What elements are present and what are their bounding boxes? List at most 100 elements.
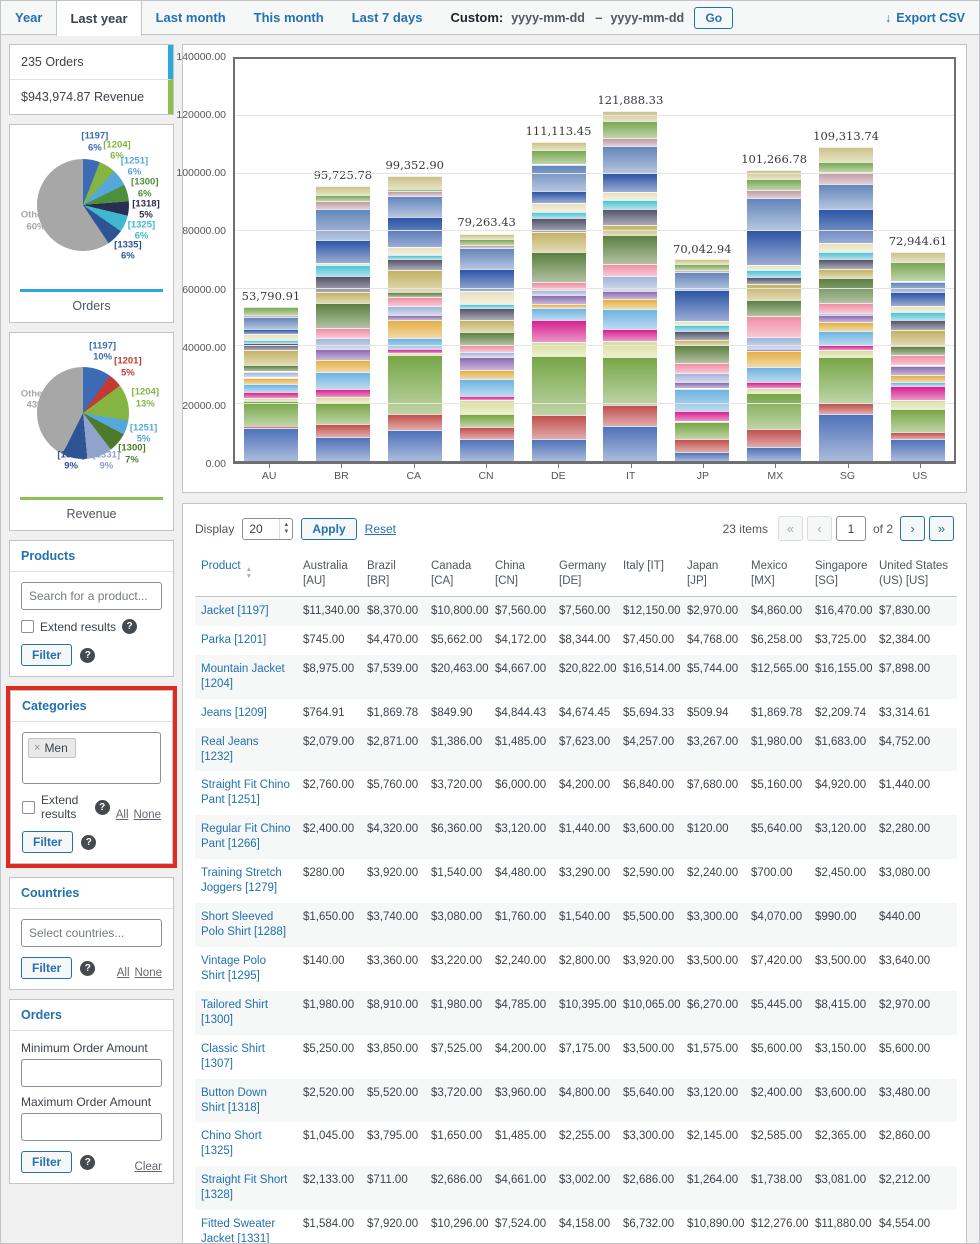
select-all-link[interactable]: All [116, 967, 130, 979]
product-link[interactable]: Jeans [1209] [201, 706, 267, 719]
select-none-link[interactable]: None [134, 967, 163, 979]
product-sort-header[interactable]: Product [201, 560, 241, 572]
tab-this-month[interactable]: This month [253, 10, 324, 25]
tab-year[interactable]: Year [15, 10, 43, 25]
orders-filter-panel: Orders Minimum Order Amount Maximum Orde… [9, 999, 174, 1184]
extend-results-checkbox[interactable] [21, 620, 34, 633]
x-tick-label: CN [459, 464, 513, 482]
stacked-bar-it: 121,888.33 [597, 59, 663, 461]
column-header: Singapore [SG] [809, 552, 873, 597]
help-icon[interactable]: ? [94, 799, 110, 815]
product-link[interactable]: Classic Shirt [1307] [201, 1042, 265, 1070]
bar-segment [747, 170, 802, 180]
product-link[interactable]: Parka [1201] [201, 633, 267, 646]
display-count-input[interactable] [243, 518, 280, 539]
revenue-cell: $4,667.00 [495, 662, 547, 675]
product-link[interactable]: Chino Short [1325] [201, 1130, 262, 1158]
max-order-amount-input[interactable] [21, 1113, 162, 1141]
go-button[interactable]: Go [694, 6, 734, 29]
extend-results-checkbox[interactable] [22, 800, 35, 814]
help-icon[interactable]: ? [80, 960, 96, 976]
help-icon[interactable]: ? [80, 1154, 96, 1170]
help-icon[interactable]: ? [81, 834, 97, 850]
bar-segment [819, 350, 874, 357]
max-order-amount-label: Maximum Order Amount [21, 1095, 152, 1109]
help-icon[interactable]: ? [80, 647, 96, 663]
product-search-input[interactable] [21, 582, 162, 610]
stacked-bar-ca: 99,352.90 [385, 59, 444, 461]
bar-segment [243, 333, 298, 340]
revenue-cell: $2,209.74 [815, 706, 867, 719]
help-icon[interactable]: ? [122, 619, 138, 634]
bar-segment [243, 371, 298, 377]
revenue-cell: $10,890.00 [687, 1218, 745, 1231]
categories-select-box[interactable]: × Men [22, 732, 161, 784]
products-filter-button[interactable]: Filter [21, 644, 73, 666]
revenue-cell: $3,725.00 [815, 633, 867, 646]
revenue-cell: $7,920.00 [367, 1218, 419, 1231]
bar-segment [603, 404, 658, 427]
bar-segment [675, 362, 730, 373]
table-row: Straight Fit Chino Pant [1251] $2,760.00 $… [195, 771, 957, 815]
revenue-cell: $120.00 [687, 823, 729, 836]
select-none-link[interactable]: None [133, 809, 162, 821]
revenue-cell: $849.90 [431, 706, 473, 719]
stacked-bar-au: 53,790.91 [242, 59, 300, 461]
min-order-amount-input[interactable] [21, 1059, 162, 1087]
stepper-arrows-icon[interactable]: ▲ ▼ [279, 518, 292, 539]
column-header[interactable]: Product ▲ ▼ [195, 552, 297, 597]
apply-button[interactable]: Apply [301, 517, 357, 540]
select-all-link[interactable]: All [115, 809, 129, 821]
revenue-cell: $10,296.00 [431, 1218, 489, 1231]
product-link[interactable]: Jacket [1197] [201, 604, 269, 617]
display-count-stepper[interactable]: ▲▼ [242, 517, 294, 540]
revenue-cell: $4,674.45 [559, 706, 611, 719]
product-link[interactable]: Vintage Polo Shirt [1295] [201, 954, 267, 982]
countries-filter-button[interactable]: Filter [21, 957, 73, 979]
orders-filter-button[interactable]: Filter [21, 1151, 73, 1173]
bar-segment [531, 190, 586, 203]
bar-segment [747, 277, 802, 285]
revenue-pie-panel: [1197] 10% [1201] 5% [1204] 13% [1251] 5% [1300]… [9, 332, 174, 531]
current-page-input[interactable] [835, 516, 866, 541]
stacked-bar-br: 95,725.78 [314, 59, 372, 461]
last-page-button[interactable]: » [929, 516, 954, 541]
sort-icon[interactable]: ▲ ▼ [245, 566, 253, 580]
product-link[interactable]: Straight Fit Short [1328] [201, 1174, 288, 1202]
tab-last-month[interactable]: Last month [155, 10, 226, 25]
bar-segment [315, 275, 370, 292]
product-link[interactable]: Button Down Shirt [1318] [201, 1086, 267, 1114]
display-label: Display [195, 521, 235, 536]
column-header: Japan [JP] [681, 552, 745, 597]
product-link[interactable]: Training Stretch Joggers [1279] [201, 867, 282, 895]
product-link[interactable]: Fitted Sweater Jacket [1331] [201, 1218, 276, 1244]
tab-last-7-days[interactable]: Last 7 days [351, 10, 423, 25]
bar-segment [315, 240, 370, 263]
product-link[interactable]: Mountain Jacket [1204] [201, 662, 285, 690]
export-csv-link[interactable]: ↓ Export CSV [885, 1, 979, 34]
product-link[interactable]: Tailored Shirt [1300] [201, 998, 269, 1026]
countries-select-input[interactable] [21, 919, 162, 947]
bar-segment [387, 189, 442, 191]
reset-link[interactable]: Reset [364, 521, 397, 536]
bar-segment [819, 356, 874, 404]
custom-start-date-input[interactable] [511, 10, 588, 25]
revenue-cell: $2,871.00 [367, 735, 419, 748]
revenue-cell: $16,470.00 [815, 604, 873, 617]
revenue-cell: $1,485.00 [495, 735, 547, 748]
next-page-button[interactable]: › [900, 516, 925, 541]
product-link[interactable]: Real Jeans [1232] [201, 735, 259, 763]
first-page-button[interactable]: « [777, 516, 803, 541]
categories-filter-button[interactable]: Filter [22, 831, 74, 853]
product-link[interactable]: Short Sleeved Polo Shirt [1288] [201, 911, 287, 938]
revenue-cell: $4,070.00 [751, 911, 803, 924]
revenue-cell: $6,840.00 [623, 779, 675, 792]
products-filter-panel: Products Extend results ? Filter ? [9, 540, 174, 677]
clear-link[interactable]: Clear [134, 1161, 162, 1173]
prev-page-button[interactable]: ‹ [806, 516, 832, 541]
product-link[interactable]: Straight Fit Chino Pant [1251] [201, 779, 290, 807]
product-link[interactable]: Regular Fit Chino Pant [1266] [201, 823, 291, 851]
custom-end-date-input[interactable] [610, 10, 687, 25]
tab-last-year[interactable]: Last year [56, 1, 142, 36]
remove-tag-icon[interactable]: × [34, 742, 41, 754]
